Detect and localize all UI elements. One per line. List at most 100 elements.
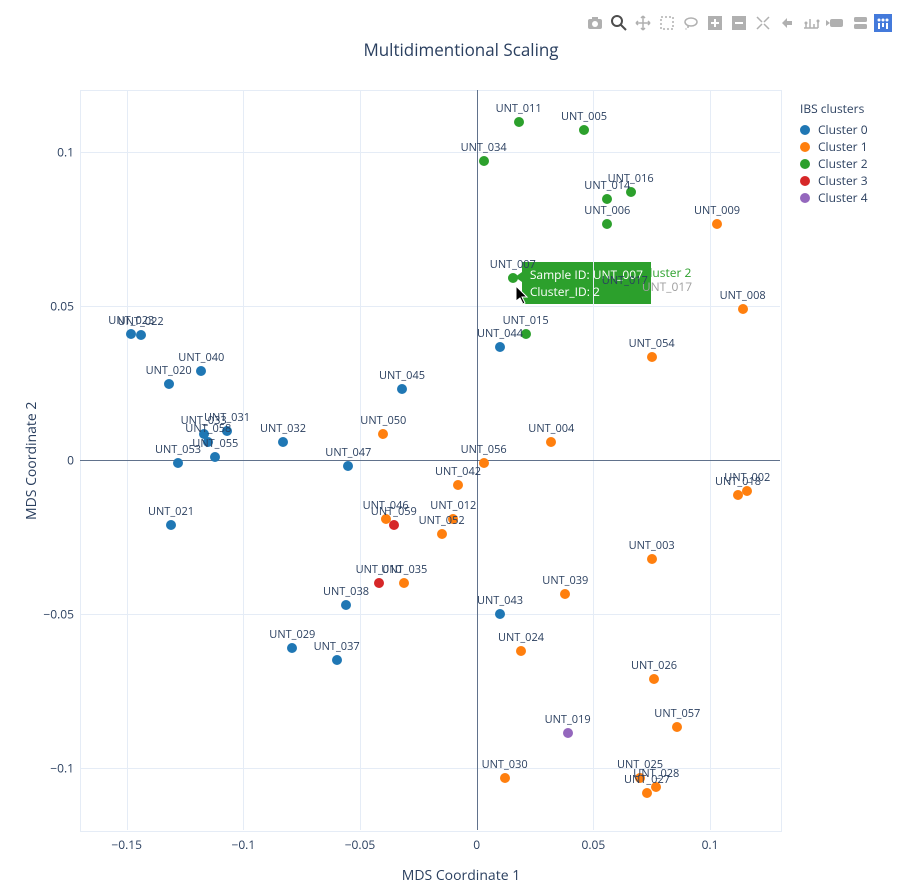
- autoscale-icon[interactable]: [754, 14, 772, 32]
- y-tick-label: −0.1: [40, 760, 74, 777]
- scatter-point[interactable]: [712, 219, 722, 229]
- point-label: UNT_043: [477, 593, 523, 608]
- scatter-point[interactable]: [136, 330, 146, 340]
- zoom-icon[interactable]: [610, 14, 628, 32]
- y-tick-label: −0.05: [40, 606, 74, 623]
- scatter-point[interactable]: [210, 452, 220, 462]
- y-tick-label: 0: [40, 452, 74, 469]
- chart-title: Multidimentional Scaling: [0, 38, 922, 61]
- y-gridline: [80, 614, 780, 615]
- scatter-point[interactable]: [516, 646, 526, 656]
- point-label: UNT_053: [155, 442, 201, 457]
- scatter-point[interactable]: [647, 554, 657, 564]
- legend-item[interactable]: Cluster 0: [800, 121, 868, 138]
- scatter-point[interactable]: [287, 643, 297, 653]
- legend-item[interactable]: Cluster 1: [800, 138, 868, 155]
- scatter-point[interactable]: [602, 219, 612, 229]
- scatter-point[interactable]: [508, 273, 518, 283]
- y-gridline: [80, 306, 780, 307]
- scatter-point[interactable]: [672, 722, 682, 732]
- scatter-point[interactable]: [341, 600, 351, 610]
- legend-item[interactable]: Cluster 4: [800, 189, 868, 206]
- scatter-point[interactable]: [563, 728, 573, 738]
- scatter-point[interactable]: [196, 366, 206, 376]
- x-tick-label: 0: [473, 836, 480, 853]
- scatter-point[interactable]: [733, 490, 743, 500]
- point-label: UNT_004: [528, 421, 574, 436]
- point-label: UNT_006: [584, 203, 630, 218]
- point-label: UNT_003: [629, 538, 675, 553]
- scatter-point[interactable]: [332, 655, 342, 665]
- scatter-point[interactable]: [374, 578, 384, 588]
- zoom-in-icon[interactable]: [706, 14, 724, 32]
- scatter-point[interactable]: [500, 773, 510, 783]
- point-label: UNT_029: [269, 627, 315, 642]
- point-label: UNT_022: [118, 314, 164, 329]
- lasso-select-icon[interactable]: [682, 14, 700, 32]
- y-tick-label: 0.1: [40, 143, 74, 160]
- scatter-point[interactable]: [453, 480, 463, 490]
- hover-closest-icon[interactable]: [826, 14, 844, 32]
- point-label: UNT_044: [477, 326, 523, 341]
- legend-label: Cluster 1: [818, 138, 868, 155]
- point-label: UNT_037: [314, 639, 360, 654]
- reset-axes-icon[interactable]: [778, 14, 796, 32]
- scatter-point[interactable]: [378, 429, 388, 439]
- x-axis-title: MDS Coordinate 1: [0, 866, 922, 885]
- scatter-point[interactable]: [397, 384, 407, 394]
- scatter-point[interactable]: [479, 156, 489, 166]
- point-label: UNT_047: [325, 445, 371, 460]
- x-tick-label: 0.1: [702, 836, 719, 853]
- spike-lines-icon[interactable]: [802, 14, 820, 32]
- scatter-point[interactable]: [343, 461, 353, 471]
- point-label: UNT_057: [654, 706, 700, 721]
- scatter-point[interactable]: [620, 289, 630, 299]
- hover-compare-icon[interactable]: [850, 14, 868, 32]
- x-tick-label: −0.05: [345, 836, 376, 853]
- scatter-point[interactable]: [647, 352, 657, 362]
- point-label: UNT_035: [381, 562, 427, 577]
- point-label: UNT_054: [629, 336, 675, 351]
- scatter-point[interactable]: [495, 342, 505, 352]
- point-label: UNT_058: [185, 421, 231, 436]
- scatter-point[interactable]: [437, 529, 447, 539]
- point-label: UNT_032: [260, 421, 306, 436]
- modebar: [586, 14, 892, 32]
- scatter-point[interactable]: [278, 437, 288, 447]
- hover-occluded-label: UNT_017: [642, 278, 692, 295]
- legend-item[interactable]: Cluster 3: [800, 172, 868, 189]
- pan-icon[interactable]: [634, 14, 652, 32]
- scatter-point[interactable]: [495, 609, 505, 619]
- plotly-logo-icon[interactable]: [874, 14, 892, 32]
- scatter-point[interactable]: [560, 589, 570, 599]
- box-select-icon[interactable]: [658, 14, 676, 32]
- point-label: UNT_017: [602, 273, 648, 288]
- scatter-point[interactable]: [579, 125, 589, 135]
- point-label: UNT_005: [561, 109, 607, 124]
- x-tick-label: 0.05: [581, 836, 605, 853]
- scatter-point[interactable]: [649, 674, 659, 684]
- legend-swatch: [800, 125, 810, 135]
- scatter-point[interactable]: [546, 437, 556, 447]
- scatter-point[interactable]: [514, 117, 524, 127]
- camera-icon[interactable]: [586, 14, 604, 32]
- scatter-point[interactable]: [399, 578, 409, 588]
- scatter-point[interactable]: [642, 788, 652, 798]
- zoom-out-icon[interactable]: [730, 14, 748, 32]
- y-tick-label: 0.05: [40, 297, 74, 314]
- scatter-point[interactable]: [173, 458, 183, 468]
- point-label: UNT_011: [496, 101, 542, 116]
- scatter-point[interactable]: [389, 520, 399, 530]
- point-label: UNT_020: [146, 363, 192, 378]
- legend-label: Cluster 2: [818, 155, 868, 172]
- legend-label: Cluster 0: [818, 121, 868, 138]
- point-label: UNT_015: [503, 313, 549, 328]
- legend-swatch: [800, 142, 810, 152]
- point-label: UNT_026: [631, 658, 677, 673]
- legend-item[interactable]: Cluster 2: [800, 155, 868, 172]
- scatter-point[interactable]: [164, 379, 174, 389]
- scatter-point[interactable]: [166, 520, 176, 530]
- y-zero-line: [80, 460, 780, 461]
- scatter-point[interactable]: [738, 304, 748, 314]
- x-tick-label: −0.1: [231, 836, 255, 853]
